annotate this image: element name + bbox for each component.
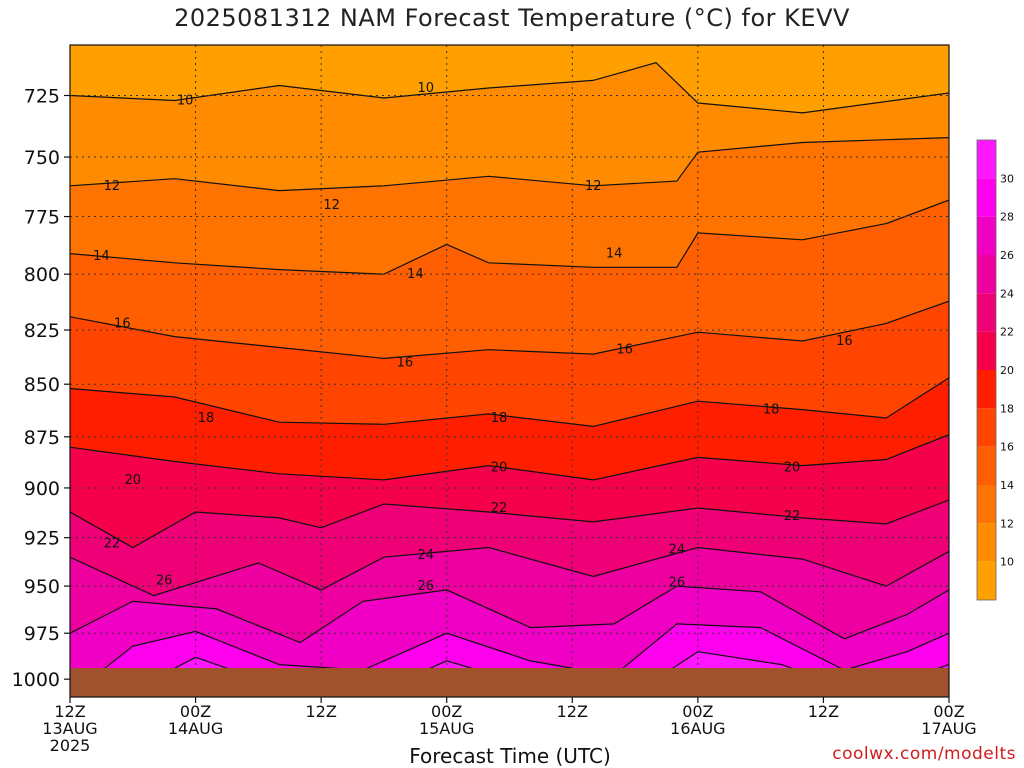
isotherm-18 — [70, 377, 949, 428]
x-tick-date: 13AUG — [42, 719, 97, 738]
colorbar-label: 10 — [1000, 556, 1014, 569]
x-tick-date: 14AUG — [168, 719, 223, 738]
isotherm-16 — [70, 300, 949, 360]
x-axis-label: Forecast Time (UTC) — [409, 744, 611, 768]
y-tick-label: 850 — [24, 374, 60, 396]
contour-label-18: 18 — [198, 411, 215, 426]
isotherm-12 — [70, 137, 949, 192]
y-tick-label: 750 — [24, 147, 60, 169]
ground-surface — [70, 668, 949, 697]
contour-label-14: 14 — [606, 247, 623, 262]
colorbar-swatch — [977, 216, 996, 255]
colorbar-label: 30 — [1000, 172, 1014, 185]
y-tick-label: 875 — [24, 427, 60, 449]
colorbar-label: 18 — [1000, 402, 1014, 415]
colorbar-swatch — [977, 446, 996, 485]
colorbar-label: 16 — [1000, 441, 1014, 454]
x-tick-label: 00Z — [933, 702, 964, 721]
isotherm-20 — [70, 434, 949, 481]
contour-label-16: 16 — [114, 316, 131, 331]
contour-label-10: 10 — [177, 94, 194, 109]
contour-label-20: 20 — [784, 461, 801, 476]
x-tick-date: 15AUG — [419, 719, 474, 738]
colorbar-swatch — [977, 561, 996, 600]
contour-label-18: 18 — [763, 403, 780, 418]
contour-label-26: 26 — [669, 575, 686, 590]
x-tick-label: 12Z — [305, 702, 336, 721]
colorbar-swatch — [977, 408, 996, 447]
colorbar-swatch — [977, 293, 996, 332]
isotherm-26 — [70, 585, 949, 644]
isotherm-24 — [70, 546, 949, 597]
contour-label-12: 12 — [104, 179, 121, 194]
y-tick-label: 825 — [24, 320, 60, 342]
contour-label-22: 22 — [491, 501, 508, 516]
colorbar-swatch — [977, 255, 996, 294]
x-tick-date: 17AUG — [921, 719, 976, 738]
contour-label-20: 20 — [491, 461, 508, 476]
x-tick-label: 12Z — [54, 702, 85, 721]
contour-label-22: 22 — [784, 509, 801, 524]
contour-label-16: 16 — [397, 356, 414, 371]
colorbar-swatch — [977, 523, 996, 562]
colorbar-label: 20 — [1000, 364, 1014, 377]
contour-label-24: 24 — [418, 548, 435, 563]
colorbar-label: 28 — [1000, 211, 1014, 224]
colorbar-label: 14 — [1000, 479, 1014, 492]
colorbar-swatch — [977, 485, 996, 524]
x-tick-year: 2025 — [50, 736, 91, 755]
colorbar-label: 24 — [1000, 287, 1014, 300]
contour-label-18: 18 — [491, 411, 508, 426]
isotherm-10 — [70, 62, 949, 114]
contour-label-16: 16 — [616, 343, 633, 358]
y-tick-label: 1000 — [12, 669, 60, 691]
colorbar-label: 12 — [1000, 517, 1014, 530]
x-tick-label: 00Z — [682, 702, 713, 721]
contour-label-26: 26 — [156, 573, 173, 588]
isotherm-14 — [70, 199, 949, 275]
contour-label-16: 16 — [836, 334, 853, 349]
contour-label-20: 20 — [125, 473, 142, 488]
y-tick-label: 775 — [24, 207, 60, 229]
contour-label-14: 14 — [407, 267, 424, 282]
colorbar-frame — [976, 139, 997, 601]
colorbar-swatch — [977, 140, 996, 179]
y-tick-label: 925 — [24, 528, 60, 550]
y-tick-label: 725 — [24, 86, 60, 108]
contour-label-14: 14 — [93, 249, 110, 264]
y-tick-label: 900 — [24, 478, 60, 500]
y-tick-label: 975 — [24, 623, 60, 645]
x-tick-label: 12Z — [557, 702, 588, 721]
plot-frame — [69, 44, 950, 698]
contour-label-12: 12 — [323, 198, 340, 213]
contour-label-22: 22 — [104, 537, 121, 552]
y-tick-label: 950 — [24, 576, 60, 598]
x-tick-date: 16AUG — [670, 719, 725, 738]
source-credit: coolwx.com/modelts — [832, 744, 1016, 764]
contour-label-12: 12 — [585, 179, 602, 194]
y-tick-label: 800 — [24, 264, 60, 286]
isotherm-22 — [70, 499, 949, 549]
colorbar-swatch — [977, 331, 996, 370]
contour-label-26: 26 — [418, 579, 435, 594]
x-tick-label: 00Z — [431, 702, 462, 721]
x-tick-label: 00Z — [180, 702, 211, 721]
colorbar-label: 22 — [1000, 326, 1014, 339]
contour-label-24: 24 — [669, 542, 686, 557]
colorbar: 10 12 14 16 18 20 22 24 26 28 30 — [976, 139, 1014, 601]
x-tick-label: 12Z — [808, 702, 839, 721]
contour-label-10: 10 — [418, 81, 435, 96]
colorbar-swatch — [977, 370, 996, 409]
chart-title: 2025081312 NAM Forecast Temperature (°C)… — [174, 4, 850, 32]
colorbar-swatch — [977, 178, 996, 217]
colorbar-label: 26 — [1000, 249, 1014, 262]
